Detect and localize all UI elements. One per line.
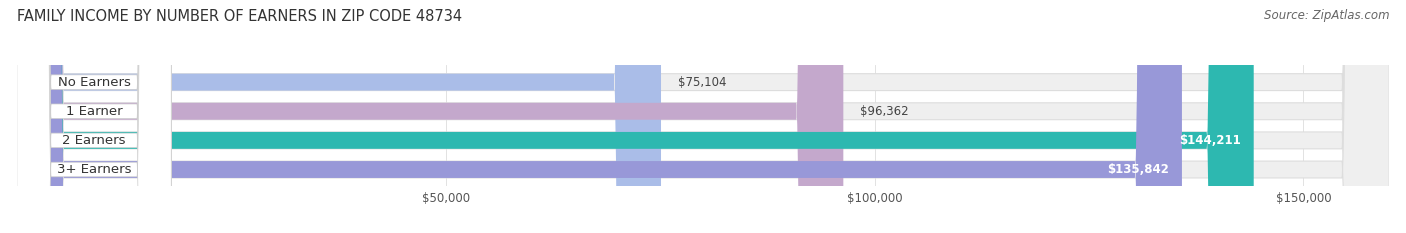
FancyBboxPatch shape bbox=[17, 0, 172, 233]
Text: $135,842: $135,842 bbox=[1107, 163, 1168, 176]
FancyBboxPatch shape bbox=[17, 0, 1389, 233]
FancyBboxPatch shape bbox=[17, 0, 1389, 233]
FancyBboxPatch shape bbox=[17, 0, 661, 233]
FancyBboxPatch shape bbox=[17, 0, 1254, 233]
Text: 2 Earners: 2 Earners bbox=[62, 134, 125, 147]
Text: 3+ Earners: 3+ Earners bbox=[56, 163, 131, 176]
Text: $96,362: $96,362 bbox=[860, 105, 910, 118]
FancyBboxPatch shape bbox=[17, 0, 172, 233]
FancyBboxPatch shape bbox=[17, 0, 172, 233]
FancyBboxPatch shape bbox=[17, 0, 1389, 233]
Text: 1 Earner: 1 Earner bbox=[66, 105, 122, 118]
Text: No Earners: No Earners bbox=[58, 76, 131, 89]
Text: $144,211: $144,211 bbox=[1180, 134, 1241, 147]
Text: $75,104: $75,104 bbox=[678, 76, 727, 89]
Text: FAMILY INCOME BY NUMBER OF EARNERS IN ZIP CODE 48734: FAMILY INCOME BY NUMBER OF EARNERS IN ZI… bbox=[17, 9, 463, 24]
FancyBboxPatch shape bbox=[17, 0, 1389, 233]
FancyBboxPatch shape bbox=[17, 0, 844, 233]
FancyBboxPatch shape bbox=[17, 0, 1182, 233]
Text: Source: ZipAtlas.com: Source: ZipAtlas.com bbox=[1264, 9, 1389, 22]
FancyBboxPatch shape bbox=[17, 0, 172, 233]
